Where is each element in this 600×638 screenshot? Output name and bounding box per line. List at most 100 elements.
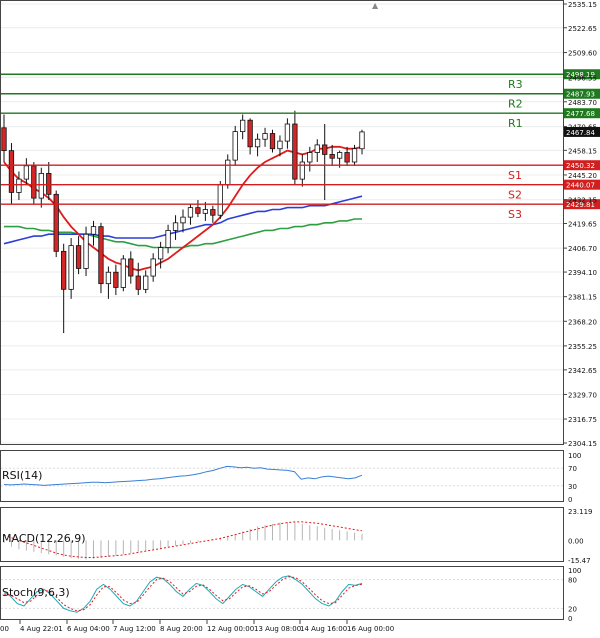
candle-bull — [120, 258, 126, 288]
candle-bull — [351, 148, 358, 163]
candle-bear — [195, 207, 201, 214]
level-label-r2: R2 — [508, 98, 523, 111]
candle-bear — [113, 271, 119, 288]
x-tick-label: 8 Aug 20:00 — [160, 625, 203, 633]
candle-bull — [225, 159, 231, 186]
candle-bear — [75, 245, 82, 269]
current-price-label: 2467.84 — [566, 129, 595, 137]
candle-bull — [23, 165, 30, 180]
stoch-tick-label: 80 — [568, 577, 577, 585]
candle-bull — [16, 178, 22, 193]
moving-average-red — [3, 145, 363, 272]
level-value: 2429.81 — [566, 201, 595, 209]
macd-signal-line — [3, 521, 363, 558]
x-tick-label: 14 Aug 16:00 — [300, 625, 347, 633]
candle-bull — [150, 258, 156, 277]
level-label-s2: S2 — [508, 189, 522, 202]
rsi-tick-label: 100 — [568, 452, 581, 460]
rsi-label: RSI(14) — [2, 469, 42, 482]
candle-bull — [232, 131, 238, 161]
y-tick-label: 2445.20 — [568, 172, 597, 180]
y-tick-label: 2342.65 — [568, 367, 597, 375]
candle-bear — [269, 133, 276, 150]
candle-bull — [105, 271, 112, 285]
y-tick-label: 2316.75 — [568, 416, 597, 424]
candle-bull — [336, 152, 343, 159]
candle-bull — [172, 222, 179, 231]
candle-bull — [180, 216, 186, 224]
y-tick-label: 2522.65 — [568, 25, 597, 33]
y-tick-label: 2496.55 — [568, 74, 597, 82]
x-tick-label-partial: 00 — [0, 625, 9, 633]
candle-bull — [90, 226, 97, 235]
candle-bear — [329, 154, 335, 159]
x-tick-label: 4 Aug 22:01 — [20, 625, 63, 633]
y-tick-label: 2535.15 — [568, 1, 597, 9]
candle-bull — [165, 230, 171, 248]
candle-bull — [359, 131, 365, 150]
candle-bear — [128, 258, 134, 277]
y-tick-label: 2368.20 — [568, 318, 597, 326]
y-tick-label: 2509.60 — [568, 50, 597, 58]
stoch-panel — [0, 566, 564, 620]
candle-bear — [135, 275, 141, 290]
x-tick-label: 12 Aug 00:00 — [207, 625, 254, 633]
y-tick-label: 2458.15 — [568, 147, 597, 155]
y-tick-label: 2483.70 — [568, 99, 597, 107]
stoch-tick-label: 0 — [568, 615, 572, 623]
candle-bull — [299, 161, 305, 180]
macd-tick-label: 0.00 — [568, 537, 584, 545]
x-tick-label: 7 Aug 12:00 — [113, 625, 156, 633]
stoch-main-line — [3, 575, 363, 613]
level-label-r3: R3 — [508, 78, 523, 91]
candle-bear — [247, 119, 253, 148]
candle-bear — [344, 152, 350, 163]
candle-bull — [68, 245, 74, 290]
x-tick-label: 6 Aug 04:00 — [67, 625, 110, 633]
stoch-label: Stoch(9,6,3) — [2, 586, 70, 599]
level-label-s3: S3 — [508, 208, 522, 221]
candle-bull — [38, 173, 44, 199]
candle-bear — [53, 193, 59, 252]
macd-tick-label: -15.47 — [568, 557, 591, 565]
stoch-tick-label: 100 — [568, 567, 581, 575]
y-tick-label: 2381.15 — [568, 294, 597, 302]
candle-bull — [240, 119, 246, 133]
rsi-tick-label: 70 — [568, 465, 577, 473]
candle-bull — [217, 184, 223, 216]
candle-bear — [61, 250, 67, 290]
candle-bear — [98, 226, 104, 285]
y-tick-label: 2406.70 — [568, 245, 597, 253]
level-value-box — [564, 179, 600, 190]
y-tick-label: 2329.70 — [568, 391, 597, 399]
y-tick-label: 2304.15 — [568, 440, 597, 448]
level-value: 2440.07 — [566, 182, 595, 190]
rsi-panel — [0, 450, 564, 502]
candle-bull — [314, 144, 320, 153]
candle-bull — [284, 123, 291, 142]
macd-label: MACD(12,26,9) — [2, 532, 86, 545]
candle-bear — [46, 173, 52, 195]
rsi-tick-label: 30 — [568, 483, 577, 491]
level-value: 2477.68 — [566, 110, 595, 118]
rsi-line — [3, 465, 363, 486]
level-value-box — [564, 108, 600, 119]
candle-bull — [202, 209, 209, 214]
candle-bull — [307, 152, 313, 163]
y-tick-label: 2355.25 — [568, 343, 597, 351]
candle-bear — [292, 123, 298, 180]
candle-bear — [322, 144, 328, 155]
candle-bull — [143, 275, 149, 290]
level-label-r1: R1 — [508, 117, 523, 130]
level-value-box — [564, 199, 600, 210]
rsi-tick-label: 0 — [568, 496, 572, 504]
level-value-box — [564, 69, 600, 80]
candle-bull — [262, 133, 268, 140]
candle-bear — [8, 150, 15, 193]
candle-bull — [254, 138, 261, 148]
x-tick-label: 13 Aug 08:00 — [254, 625, 301, 633]
level-value-box — [564, 88, 600, 99]
scroll-marker: ▲ — [372, 1, 379, 10]
candle-bear — [31, 165, 37, 199]
